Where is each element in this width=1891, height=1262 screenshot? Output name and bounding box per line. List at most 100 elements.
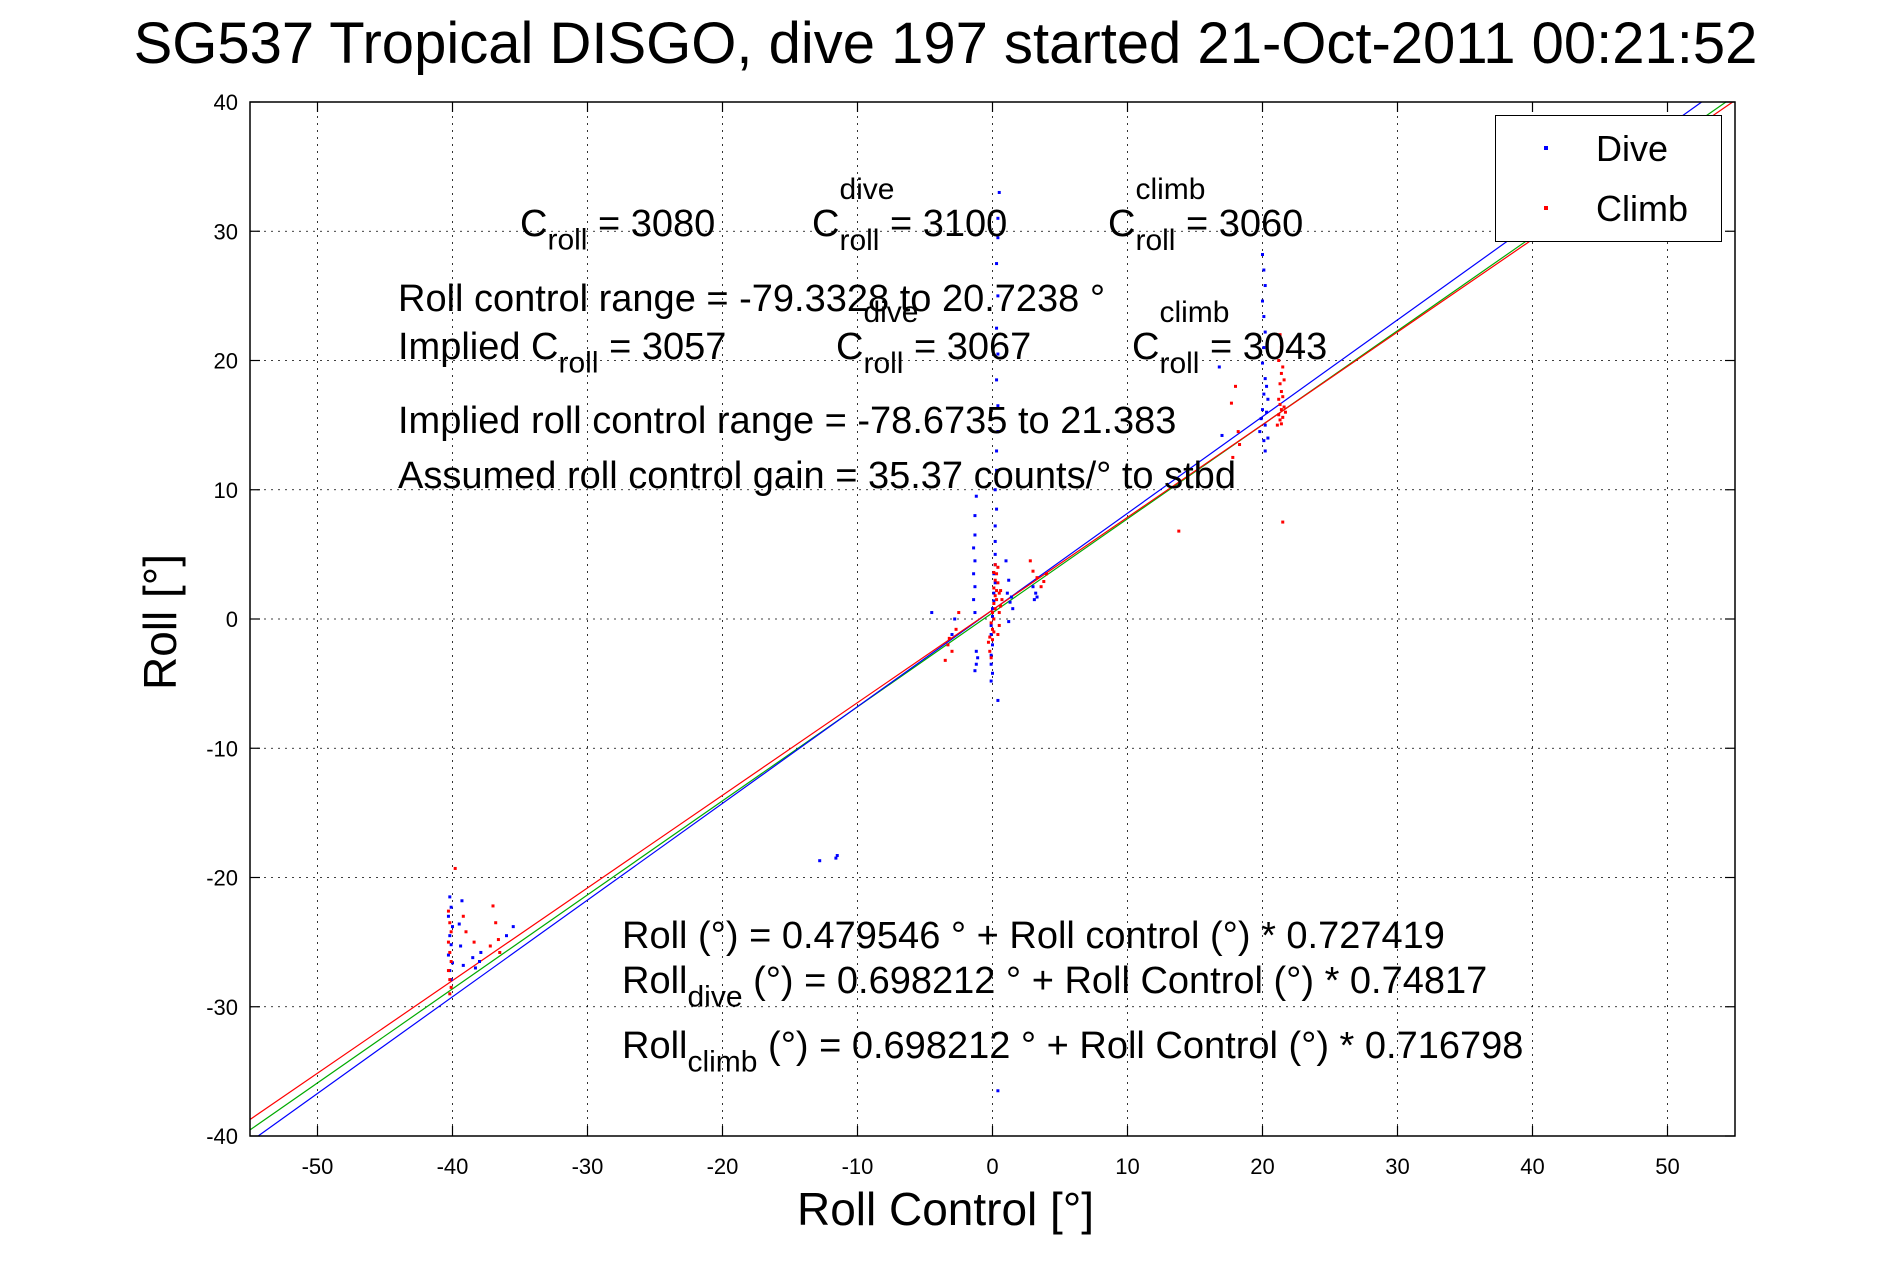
point-dive (993, 488, 997, 492)
annotation-gain: Assumed roll control gain = 35.37 counts… (398, 455, 1236, 497)
point-dive (996, 1089, 1000, 1093)
point-dive (834, 856, 838, 860)
y-tick-label: -10 (206, 736, 238, 761)
point-climb (446, 940, 450, 944)
point-dive (1220, 433, 1224, 437)
point-dive (461, 963, 465, 967)
legend-marker-dive (1544, 146, 1548, 150)
point-dive (1007, 620, 1011, 624)
x-tick-label: 20 (1250, 1154, 1274, 1179)
point-climb (491, 904, 495, 908)
point-dive (995, 378, 999, 382)
point-climb (1278, 333, 1282, 337)
point-dive (1005, 591, 1009, 595)
point-climb (988, 635, 992, 639)
annotation-range: Roll control range = -79.3328 to 20.7238… (398, 278, 1106, 320)
point-climb (464, 930, 468, 934)
y-tick-label: 40 (214, 90, 238, 115)
y-axis-label: Roll [°] (134, 554, 186, 690)
point-dive (1011, 607, 1015, 611)
point-climb (999, 604, 1003, 608)
point-dive (972, 572, 976, 576)
point-climb (461, 914, 465, 918)
y-tick-label: 10 (214, 478, 238, 503)
point-dive (1031, 585, 1035, 589)
point-climb (999, 589, 1003, 593)
point-climb (1282, 405, 1286, 409)
point-climb (946, 643, 950, 647)
point-dive (449, 905, 453, 909)
point-dive (973, 585, 977, 589)
grid-lines (250, 101, 1735, 1137)
point-dive (974, 662, 978, 666)
point-dive (478, 960, 481, 964)
point-climb (1275, 423, 1279, 427)
point-climb (448, 978, 452, 982)
y-tick-label: 0 (226, 607, 238, 632)
point-climb (954, 627, 958, 631)
point-dive (974, 649, 978, 653)
point-dive (1261, 299, 1264, 303)
point-dive (1034, 591, 1038, 595)
point-climb (449, 960, 453, 964)
point-climb (996, 581, 1000, 585)
point-dive (991, 614, 994, 618)
point-climb (996, 633, 1000, 637)
point-dive (995, 449, 999, 453)
point-dive (818, 859, 822, 863)
point-dive (996, 216, 1000, 220)
point-climb (472, 940, 476, 944)
point-dive (930, 611, 934, 615)
point-dive (1261, 408, 1264, 412)
point-dive (992, 591, 996, 595)
point-climb (997, 591, 1001, 595)
point-dive (1262, 346, 1266, 350)
point-dive (996, 430, 1000, 434)
annotation-eq-climb: Rollclimb (°) = 0.698212 ° + Roll Contro… (622, 1025, 1524, 1079)
point-climb (997, 623, 1001, 627)
point-climb (1281, 415, 1285, 419)
point-dive (991, 671, 994, 675)
point-dive (1261, 253, 1264, 257)
point-climb (995, 572, 999, 576)
legend-label-dive: Dive (1596, 128, 1669, 169)
point-climb (1229, 401, 1233, 405)
point-dive (1263, 423, 1267, 427)
point-dive (448, 895, 452, 899)
point-climb (1279, 422, 1283, 426)
point-dive (973, 559, 977, 563)
legend-item-climb: Climb (1496, 188, 1721, 238)
x-tick-label: -20 (707, 1154, 739, 1179)
point-climb (1277, 397, 1281, 401)
point-climb (448, 950, 452, 954)
point-dive (996, 294, 1000, 298)
point-dive (1263, 330, 1267, 334)
point-dive (992, 599, 996, 603)
point-climb (1279, 390, 1283, 394)
point-dive (1262, 439, 1266, 443)
fit-lines (249, 101, 1734, 1137)
point-dive (446, 953, 450, 957)
point-dive (993, 552, 997, 556)
x-tick-label: -30 (572, 1154, 604, 1179)
point-dive (460, 899, 464, 903)
point-climb (1042, 580, 1046, 584)
point-climb (446, 969, 450, 973)
point-dive (989, 633, 993, 637)
point-climb (449, 930, 453, 934)
data-points (446, 190, 1287, 1093)
x-tick-label: 0 (986, 1154, 998, 1179)
fit-line-2 (249, 101, 1734, 1121)
point-climb (448, 921, 452, 925)
point-climb (1045, 572, 1048, 576)
point-climb (1031, 569, 1035, 573)
x-tick-label: 30 (1385, 1154, 1409, 1179)
point-dive (511, 925, 515, 929)
point-dive (993, 524, 997, 528)
point-dive (1009, 595, 1013, 599)
point-climb (1281, 520, 1285, 524)
point-dive (989, 679, 993, 683)
